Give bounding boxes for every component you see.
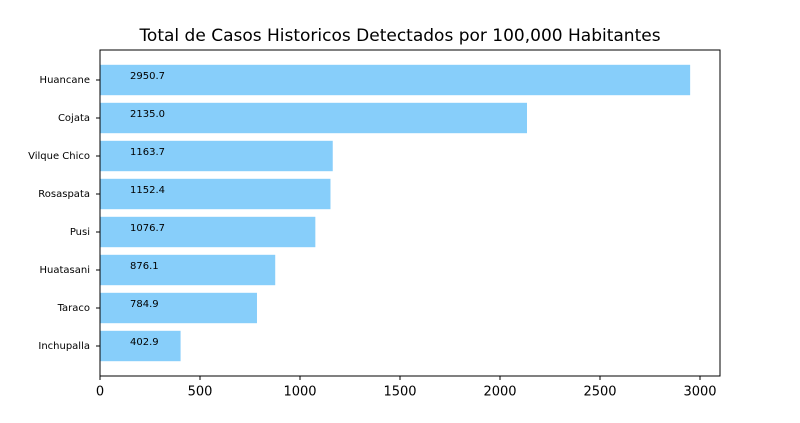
y-tick-label: Inchupalla (38, 341, 90, 352)
value-label: 402.9 (130, 337, 159, 348)
x-tick-label: 1500 (383, 385, 416, 400)
value-label: 1076.7 (130, 223, 165, 234)
value-label: 1163.7 (130, 147, 165, 158)
bar (100, 254, 276, 286)
y-tick-label: Huatasani (40, 265, 91, 276)
y-tick-label: Vilque Chico (28, 151, 90, 162)
value-label: 784.9 (130, 299, 159, 310)
value-label: 2950.7 (130, 71, 165, 82)
x-tick-label: 2000 (483, 385, 516, 400)
x-tick-label: 1000 (283, 385, 316, 400)
x-tick-label: 500 (188, 385, 213, 400)
y-tick-label: Pusi (70, 227, 90, 238)
bar (100, 64, 691, 96)
x-tick-label: 3000 (683, 385, 716, 400)
bar (100, 102, 527, 134)
chart-title: Total de Casos Historicos Detectados por… (138, 26, 660, 46)
value-label: 876.1 (130, 261, 159, 272)
y-tick-label: Rosaspata (38, 189, 90, 200)
y-tick-label: Cojata (58, 113, 90, 124)
y-tick-label: Huancane (40, 75, 90, 86)
bar (100, 216, 316, 248)
x-tick-label: 2500 (583, 385, 616, 400)
value-label: 1152.4 (130, 185, 165, 196)
bar (100, 140, 333, 172)
bar (100, 178, 331, 210)
plot-frame (99, 49, 721, 377)
y-tick-label: Taraco (57, 303, 90, 314)
bar (100, 292, 257, 324)
value-label: 2135.0 (130, 109, 165, 120)
x-tick-label: 0 (96, 385, 104, 400)
bar (100, 330, 181, 362)
